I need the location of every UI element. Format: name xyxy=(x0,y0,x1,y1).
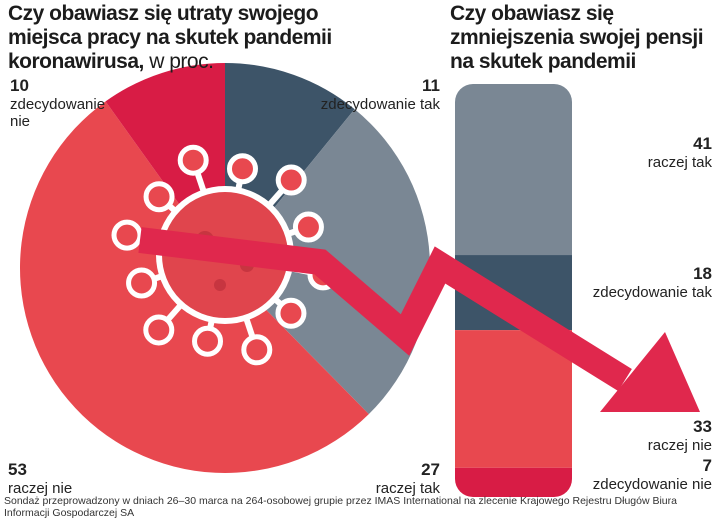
pie-title: Czy obawiasz się utraty swojego miejsca … xyxy=(8,2,378,74)
category-label: raczej tak xyxy=(647,154,712,171)
data-label: 27 raczej tak xyxy=(320,460,440,497)
value-label: 11 xyxy=(422,76,440,95)
virus-dot xyxy=(214,279,226,291)
virus-knob xyxy=(275,164,307,196)
subtitle: w proc. xyxy=(149,50,214,73)
bar-segment xyxy=(455,467,572,497)
virus-knob xyxy=(143,314,175,346)
data-label: 10 zdecydowanie nie xyxy=(10,76,110,130)
virus-knob xyxy=(292,211,324,243)
data-label: 53 raczej nie xyxy=(8,460,128,497)
category-label: raczej tak xyxy=(375,480,440,497)
value-label: 18 xyxy=(693,264,712,283)
virus-knob xyxy=(111,219,143,251)
bar-segment xyxy=(455,84,572,256)
bar-segment xyxy=(455,330,572,468)
virus-knob xyxy=(177,144,209,176)
value-label: 27 xyxy=(421,460,440,479)
virus-knob xyxy=(143,181,175,213)
bar-title: Czy obawiasz się zmniejszenia swojej pen… xyxy=(450,2,704,73)
value-label: 10 xyxy=(10,76,29,95)
title-text: Czy obawiasz się utraty swojego miejsca … xyxy=(8,2,332,73)
data-label: 7 zdecydowanie nie xyxy=(572,456,712,493)
arrow-head xyxy=(600,332,700,412)
virus-knob xyxy=(126,267,158,299)
trend-arrow xyxy=(138,227,632,392)
data-label: 11 zdecydowanie tak xyxy=(320,76,440,113)
value-label: 53 xyxy=(8,460,27,479)
virus-knob xyxy=(192,325,224,357)
virus-knob xyxy=(241,334,273,366)
value-label: 7 xyxy=(702,456,712,475)
virus-knob xyxy=(226,153,258,185)
data-label: 18 zdecydowanie tak xyxy=(572,264,712,301)
category-label: raczej nie xyxy=(8,480,73,497)
decoration xyxy=(111,144,700,412)
category-label: zdecydowanie tak xyxy=(592,284,712,301)
category-label: zdecydowanie nie xyxy=(592,476,712,493)
data-label: 33 raczej nie xyxy=(572,417,712,454)
virus-knob xyxy=(275,297,307,329)
stacked-bar xyxy=(455,84,572,497)
value-label: 33 xyxy=(693,417,712,436)
source: Sondaż przeprowadzony w dniach 26–30 mar… xyxy=(4,495,677,519)
category-label: zdecydowanie nie xyxy=(10,96,106,130)
category-label: zdecydowanie tak xyxy=(320,96,440,113)
value-label: 41 xyxy=(693,134,712,153)
category-label: raczej nie xyxy=(647,437,712,454)
data-label: 41 raczej tak xyxy=(572,134,712,171)
